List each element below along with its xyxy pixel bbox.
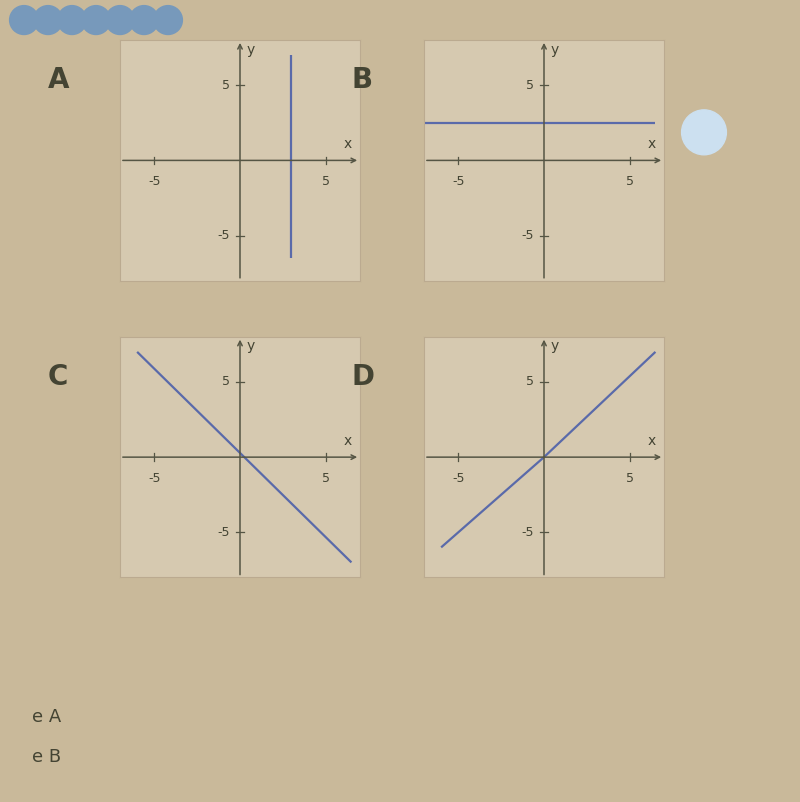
- Text: B: B: [352, 67, 373, 94]
- Text: -5: -5: [522, 526, 534, 539]
- Text: 5: 5: [322, 176, 330, 188]
- Text: 5: 5: [222, 79, 230, 91]
- Text: 5: 5: [526, 375, 534, 388]
- Text: -5: -5: [522, 229, 534, 242]
- Text: x: x: [344, 137, 352, 152]
- Text: x: x: [648, 137, 656, 152]
- Text: C: C: [48, 363, 68, 391]
- Text: 5: 5: [222, 375, 230, 388]
- Text: -5: -5: [452, 472, 465, 485]
- Text: -5: -5: [218, 526, 230, 539]
- Text: y: y: [551, 43, 559, 57]
- Text: 5: 5: [626, 176, 634, 188]
- Text: x: x: [344, 434, 352, 448]
- Text: y: y: [247, 339, 255, 354]
- Text: A: A: [48, 67, 70, 94]
- Text: y: y: [247, 43, 255, 57]
- Text: 5: 5: [526, 79, 534, 91]
- Text: e A: e A: [32, 708, 62, 726]
- Text: -5: -5: [452, 176, 465, 188]
- Text: -5: -5: [148, 176, 161, 188]
- Text: e B: e B: [32, 748, 61, 766]
- Text: 5: 5: [322, 472, 330, 485]
- Text: x: x: [648, 434, 656, 448]
- Text: -5: -5: [218, 229, 230, 242]
- Text: 5: 5: [626, 472, 634, 485]
- Text: y: y: [551, 339, 559, 354]
- Text: D: D: [352, 363, 375, 391]
- Text: -5: -5: [148, 472, 161, 485]
